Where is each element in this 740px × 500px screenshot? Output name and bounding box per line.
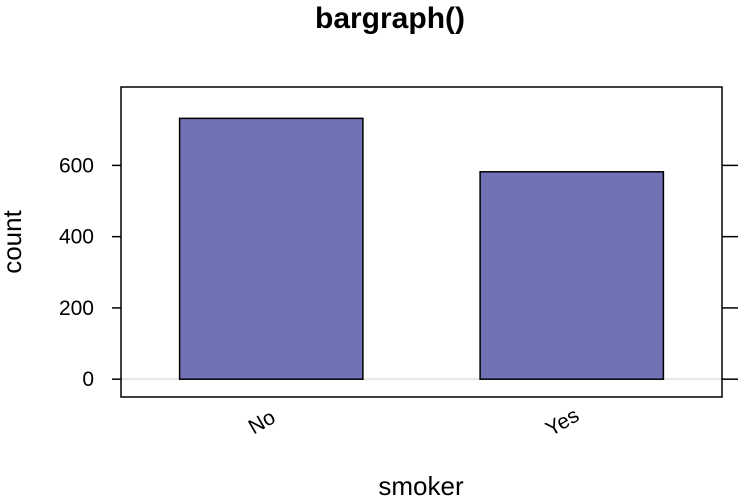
plot-area: No Yes 0 200 400 600 [59, 86, 738, 441]
y-tick-label-200: 200 [59, 297, 94, 320]
y-tick-label-0: 0 [82, 368, 94, 391]
y-tick-label-400: 400 [59, 226, 94, 249]
y-tick-label-600: 600 [59, 154, 94, 177]
bar-no [178, 117, 364, 380]
chart-title: bargraph() [315, 2, 465, 35]
plot-border [120, 86, 723, 398]
bar-yes [479, 171, 665, 380]
x-axis-label: smoker [378, 471, 464, 500]
x-tick-label-yes: Yes [542, 404, 583, 441]
x-tick-label-no: No [245, 406, 280, 439]
y-axis-label: count [0, 209, 27, 273]
